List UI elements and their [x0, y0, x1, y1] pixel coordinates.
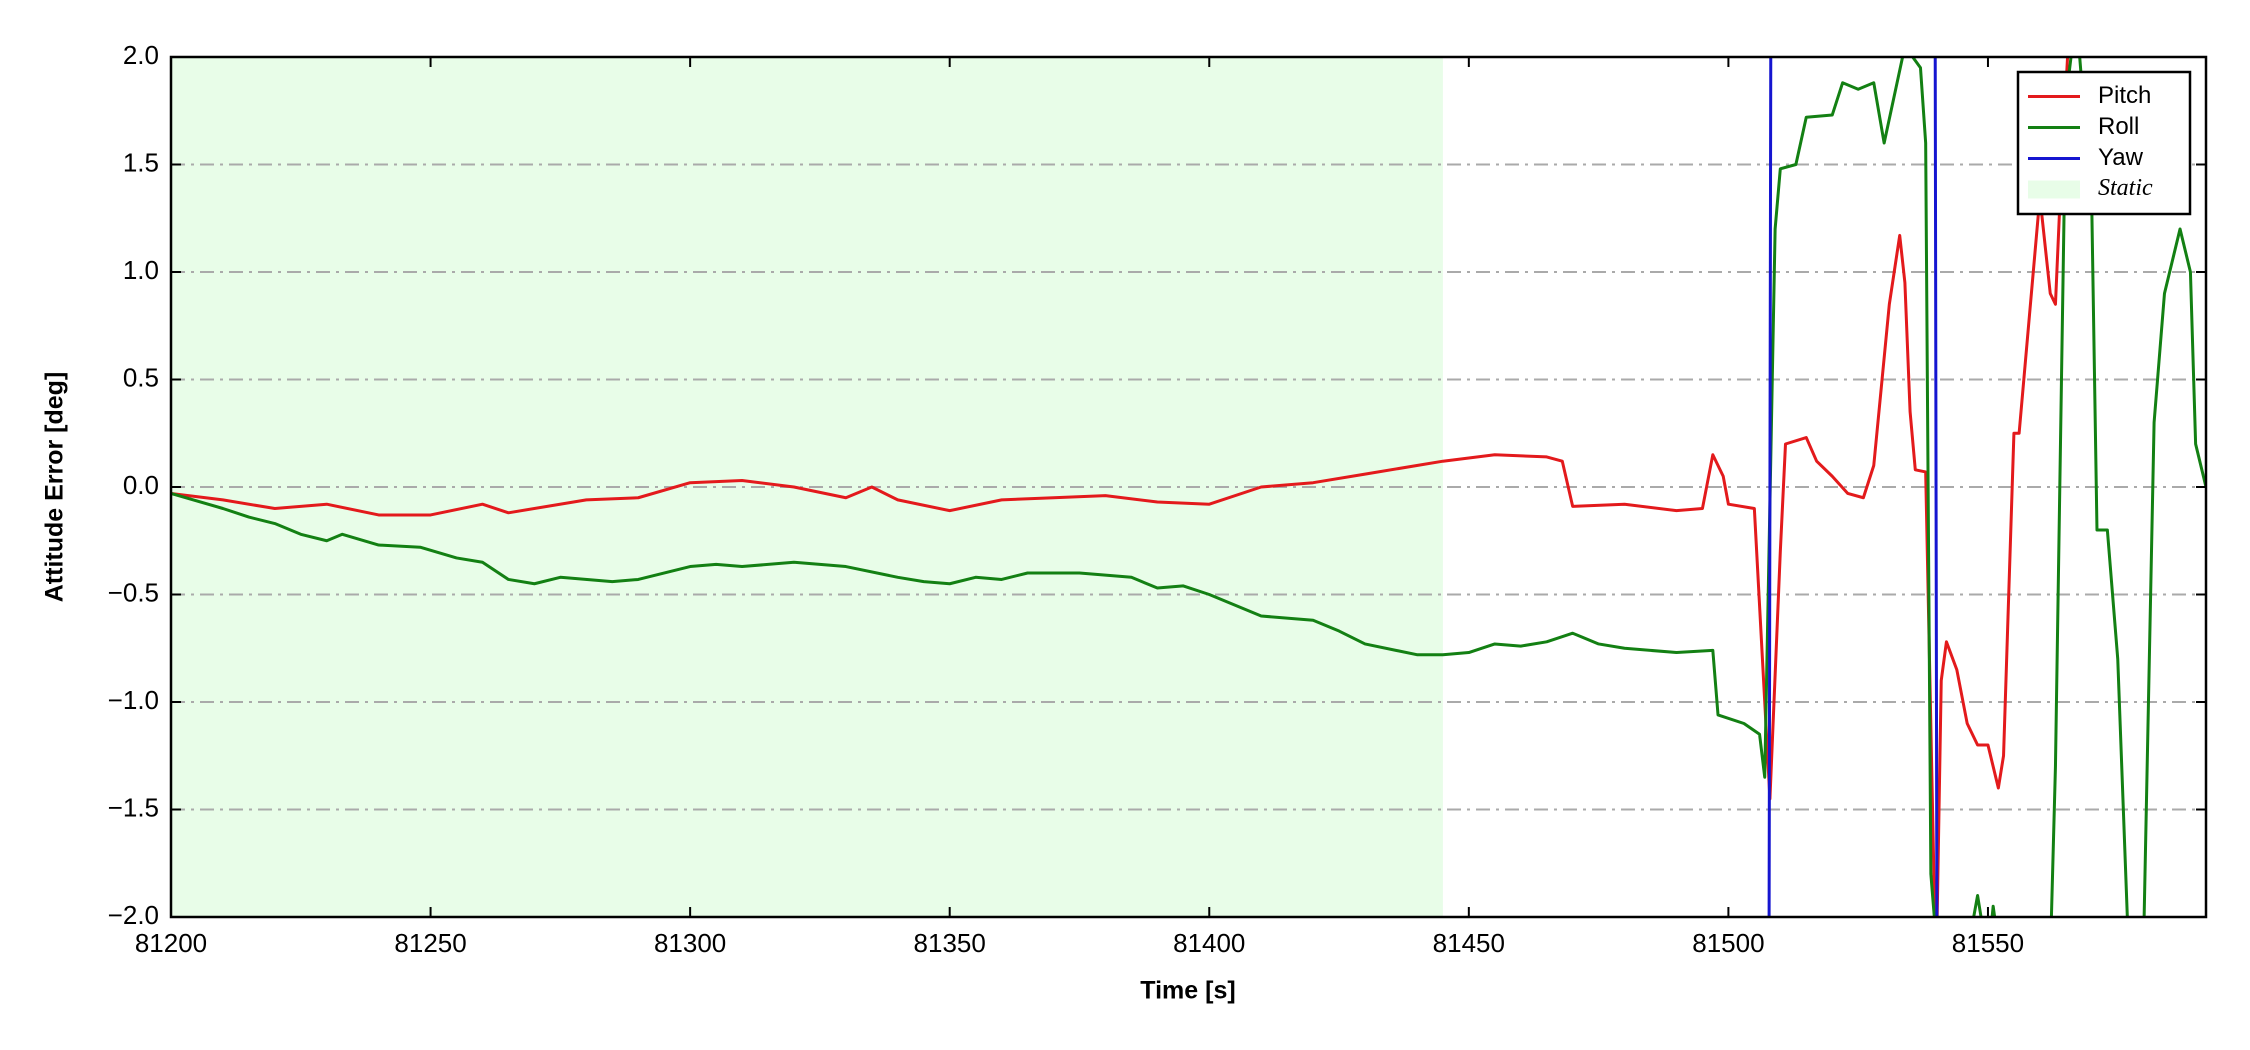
- y-tick-label: 2.0: [123, 40, 159, 70]
- y-tick-label: −1.0: [108, 685, 159, 715]
- x-tick-label: 81550: [1952, 928, 2024, 958]
- x-tick-label: 81250: [394, 928, 466, 958]
- y-tick-label: 0.0: [123, 470, 159, 500]
- y-tick-label: 1.5: [123, 147, 159, 177]
- x-axis-label: Time [s]: [1140, 977, 1235, 1005]
- y-tick-label: 1.0: [123, 255, 159, 285]
- legend: Pitch Roll Yaw Static: [2016, 70, 2192, 216]
- legend-swatch: [2028, 180, 2080, 199]
- x-tick-label: 81200: [135, 928, 207, 958]
- x-tick-label: 81300: [654, 928, 726, 958]
- legend-label: Roll: [2098, 113, 2139, 140]
- y-tick-label: −2.0: [108, 900, 159, 930]
- plot-lines: [171, 57, 2206, 917]
- axes: −2.0 −1.5 −1.0 −0.5 0.0 0.5 1.0 1.5 2.0 81200 8125…: [108, 40, 2206, 958]
- y-axis-label: Attitude Error [deg]: [41, 372, 69, 603]
- legend-label: Static: [2098, 175, 2153, 201]
- x-tick-label: 81500: [1692, 928, 1764, 958]
- x-tick-label: 81350: [914, 928, 986, 958]
- x-tick-label: 81450: [1433, 928, 1505, 958]
- y-tick-label: 0.5: [123, 362, 159, 392]
- legend-label: Pitch: [2098, 82, 2151, 109]
- y-tick-label: −1.5: [108, 792, 159, 822]
- series-line: [171, 57, 2206, 917]
- series-line: [1767, 57, 1939, 917]
- legend-label: Yaw: [2098, 144, 2144, 171]
- y-tick-label: −0.5: [108, 577, 159, 607]
- series-line: [171, 57, 2070, 917]
- x-tick-label: 81400: [1173, 928, 1245, 958]
